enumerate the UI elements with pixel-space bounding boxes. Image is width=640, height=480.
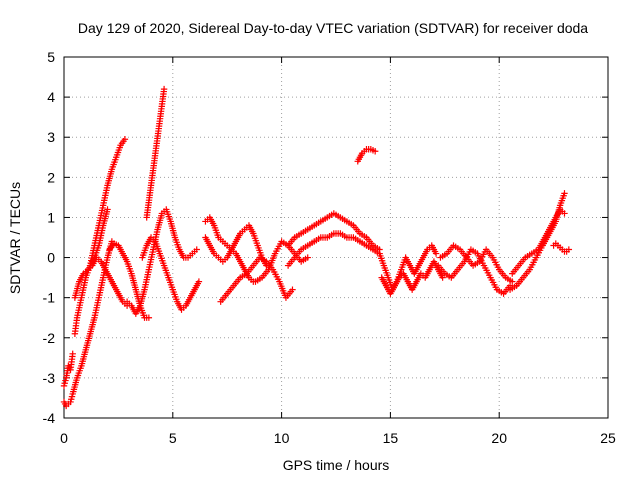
grid-lines [64,57,608,418]
data-points [60,85,573,410]
y-tick-label: 3 [47,129,55,145]
data-point [561,190,568,197]
data-point [561,210,568,217]
y-tick-label: -4 [43,410,56,426]
data-point [145,314,153,321]
data-point [439,274,446,281]
x-tick-label: 15 [383,430,399,446]
data-point [509,278,516,285]
axis-ticks [63,56,609,419]
data-point [565,246,573,253]
data-point [432,250,440,257]
data-point [193,246,200,253]
y-tick-label: 5 [47,49,55,65]
data-point [195,278,203,285]
x-tick-label: 5 [169,430,177,446]
y-tick-label: -2 [43,330,56,346]
x-tick-label: 0 [60,430,68,446]
data-point [104,206,111,213]
x-tick-label: 25 [600,430,616,446]
y-tick-label: 1 [47,209,55,225]
y-tick-label: 2 [47,169,55,185]
data-point [69,350,76,358]
chart-title: Day 129 of 2020, Sidereal Day-to-day VTE… [78,20,588,36]
data-point [304,254,311,261]
y-tick-label: 4 [47,89,55,105]
y-tick-label: 0 [47,250,55,266]
x-tick-labels: 0 5 10 15 20 25 [60,430,616,446]
data-point [289,286,296,293]
y-axis-title: SDTVAR / TECUs [7,182,23,294]
x-axis-title: GPS time / hours [283,457,390,473]
x-tick-label: 10 [274,430,290,446]
plot-frame [63,56,609,419]
data-point [371,148,379,155]
y-tick-label: -3 [43,370,56,386]
y-tick-label: -1 [43,290,56,306]
data-point [121,136,129,143]
x-tick-label: 20 [491,430,507,446]
y-tick-labels: -4 -3 -2 -1 0 1 2 3 4 5 [43,49,56,426]
data-point [160,85,168,93]
